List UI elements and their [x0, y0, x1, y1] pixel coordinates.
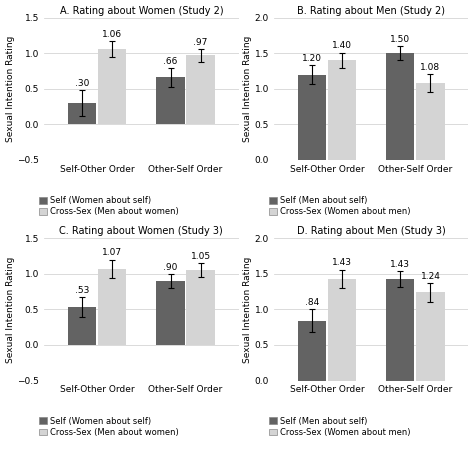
Y-axis label: Sexual Intention Rating: Sexual Intention Rating [243, 256, 252, 362]
Legend: Self (Women about self), Cross-Sex (Men about women): Self (Women about self), Cross-Sex (Men … [38, 416, 180, 438]
Text: .90: .90 [164, 263, 178, 272]
Text: .84: .84 [305, 298, 319, 307]
Text: 1.05: 1.05 [191, 252, 211, 261]
Bar [298, 75, 326, 160]
Bar [416, 292, 445, 381]
Bar [386, 279, 414, 381]
Text: 1.06: 1.06 [102, 30, 122, 39]
Y-axis label: Sexual Intention Rating: Sexual Intention Rating [243, 36, 252, 142]
Text: .97: .97 [193, 38, 208, 47]
Bar [186, 55, 215, 125]
Title: D. Rating about Men (Study 3): D. Rating about Men (Study 3) [297, 226, 446, 236]
Legend: Self (Men about self), Cross-Sex (Women about men): Self (Men about self), Cross-Sex (Women … [268, 195, 411, 217]
Y-axis label: Sexual Intention Rating: Sexual Intention Rating [6, 256, 15, 362]
Bar [156, 281, 185, 345]
Bar [386, 53, 414, 160]
Bar [156, 77, 185, 125]
Bar [98, 269, 127, 345]
Bar [68, 307, 96, 345]
Text: 1.43: 1.43 [390, 260, 410, 269]
Text: 1.07: 1.07 [102, 248, 122, 257]
Bar [328, 60, 356, 160]
Y-axis label: Sexual Intention Rating: Sexual Intention Rating [6, 36, 15, 142]
Bar [416, 83, 445, 160]
Legend: Self (Men about self), Cross-Sex (Women about men): Self (Men about self), Cross-Sex (Women … [268, 416, 411, 438]
Bar [98, 49, 127, 125]
Text: 1.08: 1.08 [420, 63, 440, 72]
Bar [186, 270, 215, 345]
Title: C. Rating about Women (Study 3): C. Rating about Women (Study 3) [60, 226, 223, 236]
Text: 1.50: 1.50 [390, 35, 410, 44]
Text: 1.43: 1.43 [332, 258, 352, 267]
Bar [298, 321, 326, 381]
Text: 1.20: 1.20 [302, 54, 322, 63]
Text: .66: .66 [164, 57, 178, 66]
Bar [328, 279, 356, 381]
Legend: Self (Women about self), Cross-Sex (Men about women): Self (Women about self), Cross-Sex (Men … [38, 195, 180, 217]
Title: A. Rating about Women (Study 2): A. Rating about Women (Study 2) [60, 5, 223, 15]
Text: .53: .53 [75, 286, 89, 295]
Text: 1.24: 1.24 [420, 272, 440, 281]
Bar [68, 103, 96, 125]
Text: .30: .30 [75, 79, 89, 88]
Text: 1.40: 1.40 [332, 41, 352, 50]
Title: B. Rating about Men (Study 2): B. Rating about Men (Study 2) [297, 5, 445, 15]
